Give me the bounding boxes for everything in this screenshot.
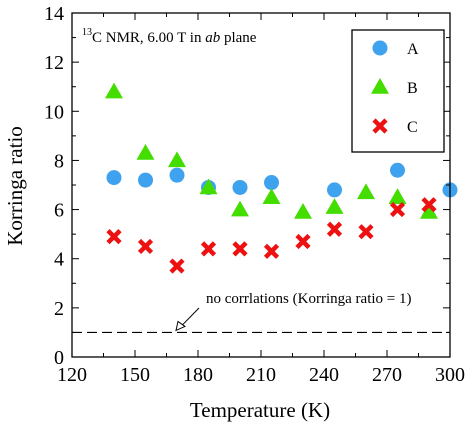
data-point-B (357, 183, 375, 200)
x-marker-stroke (169, 258, 185, 274)
y-tick-label: 4 (54, 249, 64, 271)
y-axis-title: Korringa ratio (3, 126, 27, 246)
y-tick-label: 0 (54, 347, 64, 369)
x-marker-stroke (295, 233, 311, 250)
x-marker-stroke (232, 241, 248, 257)
x-marker-stroke (326, 221, 343, 237)
legend-label-A: A (407, 41, 419, 58)
legend-marker-C (372, 118, 388, 134)
series-B (105, 82, 438, 219)
x-tick-label: 210 (246, 364, 276, 386)
data-point-A (138, 172, 153, 188)
y-tick-label: 12 (44, 52, 64, 74)
x-tick-label: 120 (57, 364, 87, 386)
y-tick-label: 2 (54, 298, 64, 320)
data-point-B (294, 203, 312, 219)
legend-marker-A (372, 40, 388, 56)
x-marker-stroke (389, 201, 406, 218)
chart-annotation: 13C NMR, 6.00 T in ab plane (82, 27, 257, 46)
x-axis-title: Temperature (K) (190, 398, 330, 422)
data-point-B (420, 203, 438, 219)
reference-line-label: no corrlations (Korringa ratio = 1) (206, 291, 411, 307)
data-point-A (327, 182, 342, 198)
data-point-B (231, 200, 249, 217)
x-tick-label: 300 (435, 364, 465, 386)
x-marker-stroke (200, 241, 217, 257)
y-tick-label: 8 (54, 150, 64, 172)
x-marker-stroke (137, 238, 154, 255)
x-marker-stroke (106, 229, 122, 245)
reference-arrow-head (175, 320, 187, 332)
x-marker-stroke (372, 118, 388, 134)
data-point-C (106, 229, 122, 245)
data-point-A (232, 179, 248, 195)
x-tick-label: 270 (372, 364, 402, 386)
data-point-B (105, 82, 123, 99)
legend-marker-B (371, 78, 389, 94)
data-point-C (358, 224, 374, 240)
x-marker-stroke (358, 224, 374, 240)
annotation-italic: ab (205, 30, 221, 46)
data-point-C (389, 201, 406, 218)
data-point-C (200, 241, 217, 257)
y-tick-label: 6 (54, 200, 64, 222)
legend-box (351, 29, 445, 153)
legend-label-B: B (407, 80, 418, 97)
data-point-A (106, 170, 122, 186)
x-marker-stroke (421, 197, 437, 213)
data-point-B (388, 188, 407, 205)
annotation-tail: plane (220, 30, 257, 46)
data-point-B (199, 178, 218, 195)
y-tick-label: 10 (44, 101, 64, 123)
data-point-C (263, 243, 280, 259)
x-marker-stroke (263, 243, 280, 259)
x-tick-label: 240 (309, 364, 339, 386)
data-point-C (421, 197, 437, 213)
series-C (106, 197, 437, 274)
data-point-B (168, 151, 186, 168)
data-point-B (325, 198, 344, 214)
data-point-C (169, 258, 185, 274)
data-point-B (136, 144, 155, 160)
x-tick-label: 150 (120, 364, 150, 386)
legend-label-C: C (407, 119, 418, 136)
data-point-A (169, 167, 185, 183)
annotation-superscript: 13 (82, 27, 92, 38)
data-point-C (232, 241, 248, 257)
data-point-C (137, 238, 154, 255)
x-tick-label: 180 (183, 364, 213, 386)
data-point-C (295, 233, 311, 250)
data-point-C (326, 221, 343, 237)
data-point-B (262, 188, 281, 205)
series-A (106, 162, 458, 198)
annotation-text: C NMR, 6.00 T in (92, 30, 205, 46)
data-point-A (390, 162, 405, 178)
data-point-A (264, 175, 279, 191)
y-tick-label: 14 (44, 3, 64, 25)
